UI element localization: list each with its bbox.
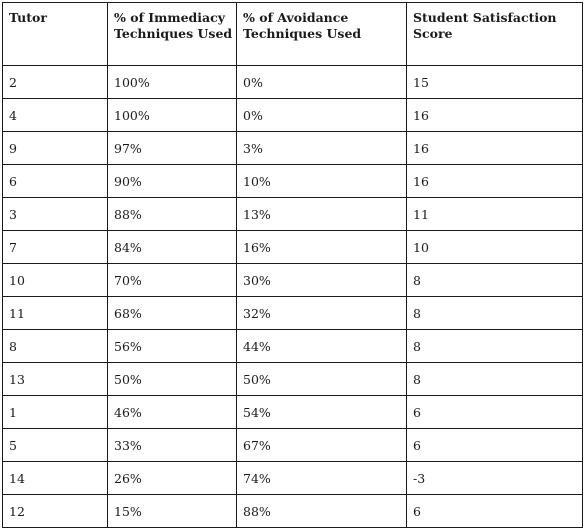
header-satisfaction: Student Satisfaction Score	[406, 2, 583, 66]
cell-immediacy: 33%	[107, 428, 237, 462]
cell-avoidance: 3%	[236, 131, 407, 165]
table-header-row: Tutor % of Immediacy Techniques Used % o…	[2, 2, 583, 66]
cell-avoidance: 44%	[236, 329, 407, 363]
cell-avoidance: 0%	[236, 98, 407, 132]
cell-tutor: 12	[2, 494, 108, 528]
table-row: 3 88% 13% 11	[2, 197, 583, 231]
cell-tutor: 10	[2, 263, 108, 297]
cell-immediacy: 50%	[107, 362, 237, 396]
table-row: 11 68% 32% 8	[2, 296, 583, 330]
cell-avoidance: 13%	[236, 197, 407, 231]
table-body: 2 100% 0% 15 4 100% 0% 16 9 97% 3% 16 6 90% 10% 16 3 88% 1…	[2, 65, 583, 528]
cell-immediacy: 46%	[107, 395, 237, 429]
cell-satisfaction: 8	[406, 362, 583, 396]
cell-avoidance: 10%	[236, 164, 407, 198]
cell-satisfaction: 11	[406, 197, 583, 231]
table-row: 9 97% 3% 16	[2, 131, 583, 165]
cell-immediacy: 88%	[107, 197, 237, 231]
cell-immediacy: 90%	[107, 164, 237, 198]
cell-avoidance: 50%	[236, 362, 407, 396]
header-immediacy: % of Immediacy Techniques Used	[107, 2, 237, 66]
cell-satisfaction: 10	[406, 230, 583, 264]
cell-tutor: 11	[2, 296, 108, 330]
cell-satisfaction: 15	[406, 65, 583, 99]
table-row: 12 15% 88% 6	[2, 494, 583, 528]
cell-immediacy: 56%	[107, 329, 237, 363]
cell-avoidance: 74%	[236, 461, 407, 495]
cell-avoidance: 30%	[236, 263, 407, 297]
cell-avoidance: 88%	[236, 494, 407, 528]
cell-satisfaction: 8	[406, 263, 583, 297]
cell-satisfaction: 16	[406, 164, 583, 198]
cell-tutor: 8	[2, 329, 108, 363]
table-row: 4 100% 0% 16	[2, 98, 583, 132]
cell-satisfaction: 16	[406, 131, 583, 165]
cell-tutor: 3	[2, 197, 108, 231]
cell-tutor: 9	[2, 131, 108, 165]
table-row: 14 26% 74% -3	[2, 461, 583, 495]
table-row: 5 33% 67% 6	[2, 428, 583, 462]
cell-satisfaction: 8	[406, 296, 583, 330]
cell-avoidance: 54%	[236, 395, 407, 429]
cell-satisfaction: 16	[406, 98, 583, 132]
table-row: 13 50% 50% 8	[2, 362, 583, 396]
cell-satisfaction: -3	[406, 461, 583, 495]
cell-tutor: 2	[2, 65, 108, 99]
cell-immediacy: 97%	[107, 131, 237, 165]
cell-tutor: 5	[2, 428, 108, 462]
cell-avoidance: 0%	[236, 65, 407, 99]
cell-satisfaction: 6	[406, 428, 583, 462]
cell-immediacy: 100%	[107, 65, 237, 99]
cell-immediacy: 26%	[107, 461, 237, 495]
cell-tutor: 1	[2, 395, 108, 429]
cell-avoidance: 67%	[236, 428, 407, 462]
table-row: 8 56% 44% 8	[2, 329, 583, 363]
cell-tutor: 7	[2, 230, 108, 264]
cell-tutor: 4	[2, 98, 108, 132]
cell-avoidance: 32%	[236, 296, 407, 330]
table-row: 2 100% 0% 15	[2, 65, 583, 99]
cell-immediacy: 100%	[107, 98, 237, 132]
header-tutor: Tutor	[2, 2, 108, 66]
cell-tutor: 13	[2, 362, 108, 396]
cell-immediacy: 70%	[107, 263, 237, 297]
header-avoidance: % of Avoidance Techniques Used	[236, 2, 407, 66]
cell-tutor: 6	[2, 164, 108, 198]
cell-satisfaction: 8	[406, 329, 583, 363]
table-row: 7 84% 16% 10	[2, 230, 583, 264]
table-row: 10 70% 30% 8	[2, 263, 583, 297]
table-row: 6 90% 10% 16	[2, 164, 583, 198]
cell-immediacy: 84%	[107, 230, 237, 264]
cell-immediacy: 15%	[107, 494, 237, 528]
cell-tutor: 14	[2, 461, 108, 495]
table-row: 1 46% 54% 6	[2, 395, 583, 429]
cell-immediacy: 68%	[107, 296, 237, 330]
cell-satisfaction: 6	[406, 494, 583, 528]
cell-avoidance: 16%	[236, 230, 407, 264]
cell-satisfaction: 6	[406, 395, 583, 429]
